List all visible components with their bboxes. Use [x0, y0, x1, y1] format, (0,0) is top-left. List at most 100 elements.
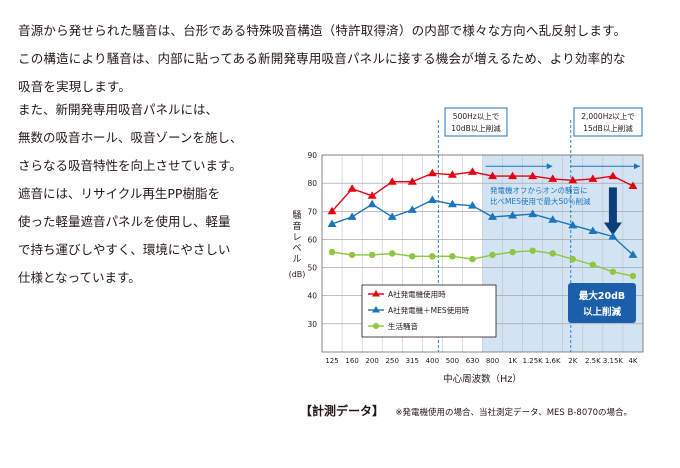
data-point — [387, 212, 397, 220]
legend-label: A社発電機＋MES使用時 — [388, 305, 470, 315]
data-point — [509, 248, 516, 256]
data-point — [488, 171, 498, 180]
x-tick-label: 400 — [426, 357, 439, 365]
zone-text: 比べMES使用で最大50％削減 — [490, 196, 591, 206]
data-point — [367, 191, 377, 199]
callout-2000-box — [573, 107, 643, 137]
data-point — [489, 251, 496, 259]
x-tick-label: 2.5K — [585, 357, 601, 365]
x-tick-label: 1K — [508, 357, 517, 365]
badge-text: 以上削減 — [583, 306, 622, 318]
note-text: ※発電機使用の場合、当社測定データ、MES B-8070の場合。 — [395, 408, 633, 418]
x-tick-label: 315 — [406, 357, 419, 365]
data-point — [628, 250, 638, 258]
zone-text: 発電機オフからオンの騒音に — [490, 185, 588, 195]
body-line: 遮音には、リサイクル再生PP樹脂を — [18, 186, 220, 201]
callout-2000-text: 2,000Hz以上で — [581, 112, 635, 121]
data-point — [327, 219, 337, 227]
data-point — [548, 174, 558, 182]
legend-swatch-marker — [372, 290, 380, 297]
callout-500-text: 500Hz以上で — [453, 112, 499, 121]
y-tick-label: 40 — [307, 292, 317, 301]
data-point — [389, 250, 396, 257]
data-point — [449, 253, 456, 260]
data-point — [387, 177, 397, 185]
intro-line-3: 吸音を実現します。 — [18, 79, 132, 94]
legend-swatch-marker — [372, 306, 380, 313]
x-tick-label: 500 — [446, 357, 459, 365]
x-tick-label: 160 — [345, 357, 358, 365]
y-axis-title-char: ベ — [292, 244, 301, 254]
legend-swatch-marker — [373, 323, 379, 329]
callout-2000-text: 15dB以上削減 — [583, 123, 633, 133]
x-tick-label: 3.15K — [603, 357, 624, 365]
badge-text: 最大20dB — [579, 290, 625, 302]
reduction-arrow — [603, 187, 622, 236]
data-point — [447, 199, 457, 208]
data-point — [568, 175, 578, 184]
data-point — [588, 174, 598, 182]
legend-label: 生活騒音 — [388, 321, 418, 331]
zone-arrow-head — [634, 163, 640, 170]
data-point — [347, 212, 357, 220]
series-line — [331, 171, 634, 212]
y-tick-label: 70 — [307, 207, 317, 216]
x-tick-label: 200 — [365, 357, 378, 365]
x-tick-label: 250 — [386, 357, 399, 365]
series-line — [331, 199, 634, 256]
data-point — [569, 255, 576, 263]
data-point — [427, 168, 437, 177]
intro-line-2: この構造により騒音は、内部に貼ってある新開発専用吸音パネルに接する機会が増えるた… — [18, 51, 626, 66]
data-point — [447, 170, 457, 178]
y-tick-label: 90 — [307, 151, 317, 160]
y-axis-title-char: レ — [292, 233, 301, 243]
data-point — [609, 268, 617, 275]
data-point — [529, 247, 536, 254]
data-point — [549, 250, 556, 257]
data-point — [368, 251, 376, 259]
data-point — [469, 255, 476, 263]
y-tick-label: 80 — [307, 179, 317, 188]
x-tick-label: 2K — [568, 357, 577, 365]
body-line: また、新開発専用吸音パネルには、 — [18, 102, 219, 117]
data-point — [347, 184, 357, 192]
data-point — [488, 212, 498, 220]
data-point — [528, 171, 538, 180]
feature-description: また、新開発専用吸音パネルには、 無数の吸音ホール、吸音ゾーンを施し、 さらなる… — [18, 96, 242, 292]
measurement-note: 【計測データ】 ※発電機使用の場合、当社測定データ、MES B-8070の場合。 — [300, 402, 632, 419]
data-point — [608, 171, 618, 180]
data-point — [429, 253, 436, 260]
data-point — [589, 261, 597, 268]
data-point — [367, 199, 377, 208]
data-point — [628, 181, 638, 189]
body-line: 無数の吸音ホール、吸音ゾーンを施し、 — [18, 130, 243, 145]
data-point — [467, 201, 477, 209]
data-point — [409, 253, 416, 260]
y-axis-title-char: 騒 — [292, 210, 301, 221]
body-line: 仕様となっています。 — [18, 270, 141, 285]
data-point — [407, 205, 417, 213]
x-tick-label: 1.6K — [545, 357, 561, 365]
noise-level-chart: 30 40 50 60 70 80 90 125 160 200 250 315 400 500 630 80… — [289, 107, 644, 385]
x-axis-title: 中心周波数（Hz） — [443, 373, 522, 385]
y-tick-label: 30 — [307, 320, 317, 329]
body-line: さらなる吸音特性を向上させています。 — [18, 158, 242, 173]
plot-frame — [321, 154, 644, 353]
x-tick-label: 4K — [628, 357, 637, 365]
legend-label: A社発電機使用時 — [388, 289, 446, 299]
data-point — [608, 232, 618, 240]
data-point — [568, 220, 578, 229]
data-point — [328, 248, 336, 256]
data-point — [588, 226, 598, 234]
zone-arrow-head — [546, 163, 553, 170]
data-point — [508, 171, 518, 180]
y-axis-title-char: ル — [292, 255, 301, 265]
data-point — [327, 206, 337, 215]
x-tick-label: 1.25K — [523, 357, 544, 365]
body-line: で持ち運びしやすく、環境にやさしい — [18, 242, 231, 257]
data-point — [528, 209, 538, 218]
x-tick-label: 800 — [486, 357, 499, 365]
y-axis-unit: (dB) — [289, 270, 306, 279]
data-point — [548, 215, 558, 223]
body-line: 使った軽量遮音パネルを使用し、軽量 — [18, 214, 231, 229]
